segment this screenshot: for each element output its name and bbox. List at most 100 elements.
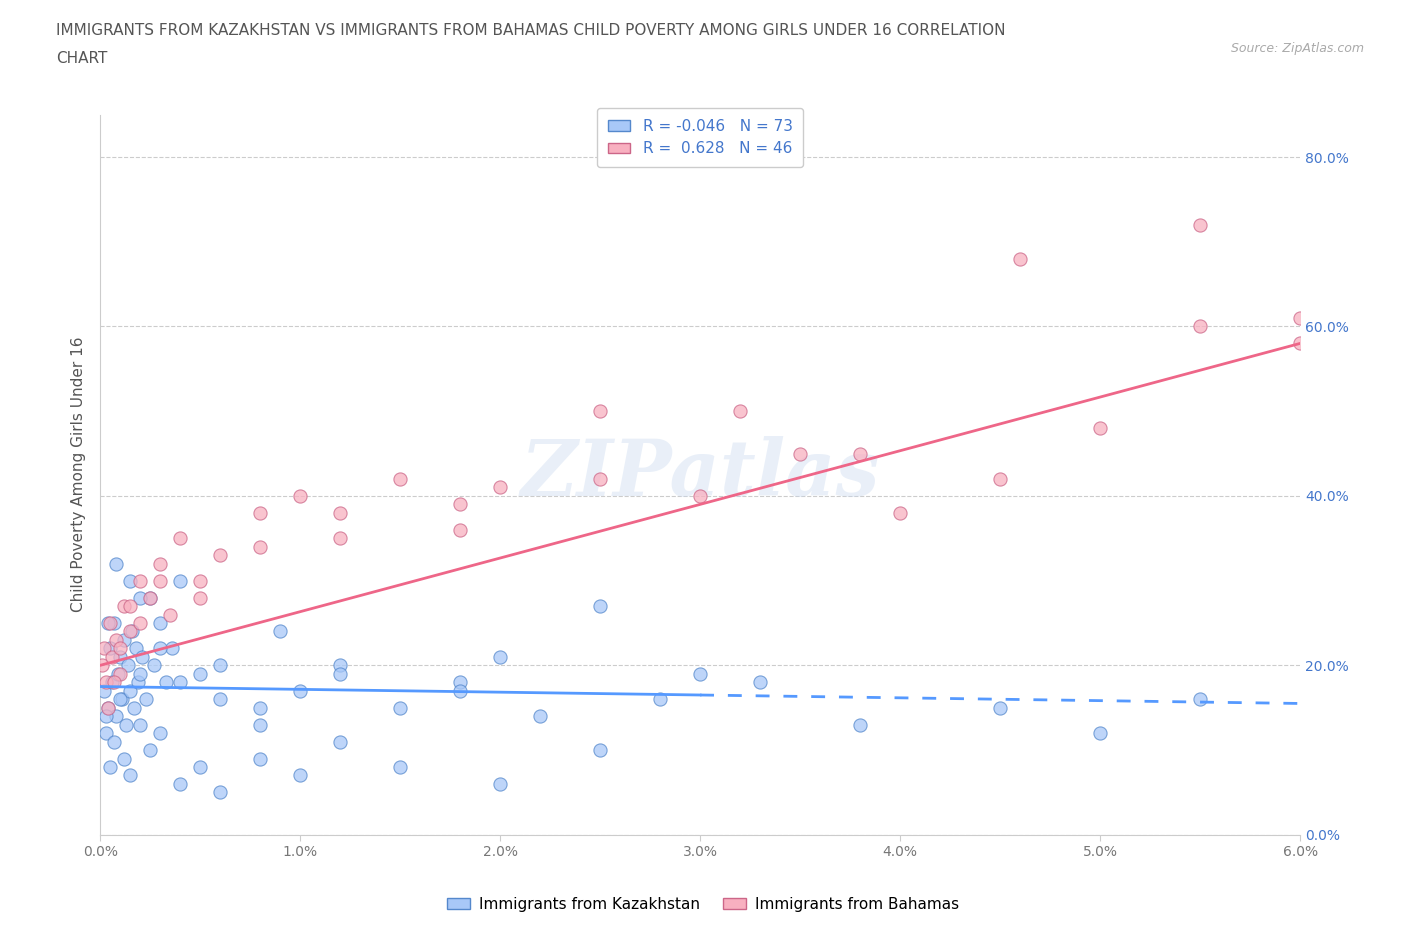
Point (155, 675, 177, 690)
Point (101, 649, 124, 664)
Point (101, 675, 124, 690)
Point (188, 573, 211, 588)
Point (139, 743, 162, 758)
Point (103, 675, 125, 690)
Point (115, 717, 138, 732)
Point (122, 700, 145, 715)
Point (789, 446, 811, 461)
Point (112, 599, 135, 614)
Point (249, 505, 271, 520)
Point (249, 717, 271, 732)
Point (98, 616, 121, 631)
Point (120, 599, 142, 614)
Point (131, 649, 153, 664)
Text: IMMIGRANTS FROM KAZAKHSTAN VS IMMIGRANTS FROM BAHAMAS CHILD POVERTY AMONG GIRLS : IMMIGRANTS FROM KAZAKHSTAN VS IMMIGRANTS… (56, 23, 1005, 38)
Point (108, 649, 131, 664)
Point (449, 523, 471, 538)
Point (849, 717, 872, 732)
Point (689, 488, 711, 503)
Point (1189, 218, 1212, 232)
Point (117, 658, 139, 672)
Point (98, 641, 121, 656)
Point (169, 675, 191, 690)
Point (389, 760, 412, 775)
Point (160, 641, 183, 656)
Point (489, 649, 512, 664)
Point (249, 751, 271, 766)
Point (149, 573, 172, 588)
Point (103, 616, 125, 631)
Point (489, 777, 512, 791)
Point (112, 632, 135, 647)
Point (105, 709, 128, 724)
Point (728, 404, 751, 418)
Point (112, 751, 135, 766)
Point (105, 632, 128, 647)
Point (689, 667, 711, 682)
Point (188, 667, 211, 682)
Point (389, 700, 412, 715)
Point (489, 480, 512, 495)
Point (149, 556, 172, 571)
Point (249, 700, 271, 715)
Point (1189, 692, 1212, 707)
Point (120, 624, 142, 639)
Point (107, 667, 129, 682)
Point (143, 658, 166, 672)
Point (889, 505, 911, 520)
Point (329, 667, 352, 682)
Point (1088, 725, 1111, 740)
Point (249, 539, 271, 554)
Point (108, 641, 131, 656)
Point (749, 675, 772, 690)
Point (589, 599, 612, 614)
Point (288, 768, 311, 783)
Point (120, 768, 142, 783)
Point (988, 472, 1011, 486)
Point (449, 675, 471, 690)
Point (159, 607, 181, 622)
Point (269, 624, 291, 639)
Point (209, 548, 232, 563)
Point (105, 556, 128, 571)
Text: Source: ZipAtlas.com: Source: ZipAtlas.com (1230, 42, 1364, 55)
Point (329, 734, 352, 749)
Text: CHART: CHART (56, 51, 108, 66)
Point (288, 488, 311, 503)
Text: ZIPatlas: ZIPatlas (520, 436, 880, 513)
Point (129, 717, 152, 732)
Point (329, 531, 352, 546)
Point (1189, 319, 1212, 334)
Point (98, 760, 121, 775)
Point (149, 725, 172, 740)
Point (589, 743, 612, 758)
Y-axis label: Child Poverty Among Girls Under 16: Child Poverty Among Girls Under 16 (72, 337, 86, 613)
Point (111, 692, 134, 707)
Point (127, 675, 149, 690)
Point (108, 692, 131, 707)
Point (129, 591, 152, 605)
Point (135, 692, 157, 707)
Point (97, 700, 120, 715)
Point (1088, 420, 1111, 435)
Point (169, 573, 191, 588)
Point (149, 641, 172, 656)
Point (1289, 336, 1312, 351)
Point (329, 658, 352, 672)
Point (1289, 311, 1312, 325)
Point (94, 725, 117, 740)
Point (589, 404, 612, 418)
Point (93, 684, 115, 698)
Point (209, 692, 232, 707)
Point (139, 591, 162, 605)
Point (129, 616, 152, 631)
Point (94, 675, 117, 690)
Point (125, 641, 148, 656)
Point (169, 777, 191, 791)
Legend: R = -0.046   N = 73, R =  0.628   N = 46: R = -0.046 N = 73, R = 0.628 N = 46 (596, 108, 803, 167)
Point (389, 472, 412, 486)
Point (449, 497, 471, 512)
Point (120, 573, 142, 588)
Point (94, 709, 117, 724)
Point (449, 684, 471, 698)
